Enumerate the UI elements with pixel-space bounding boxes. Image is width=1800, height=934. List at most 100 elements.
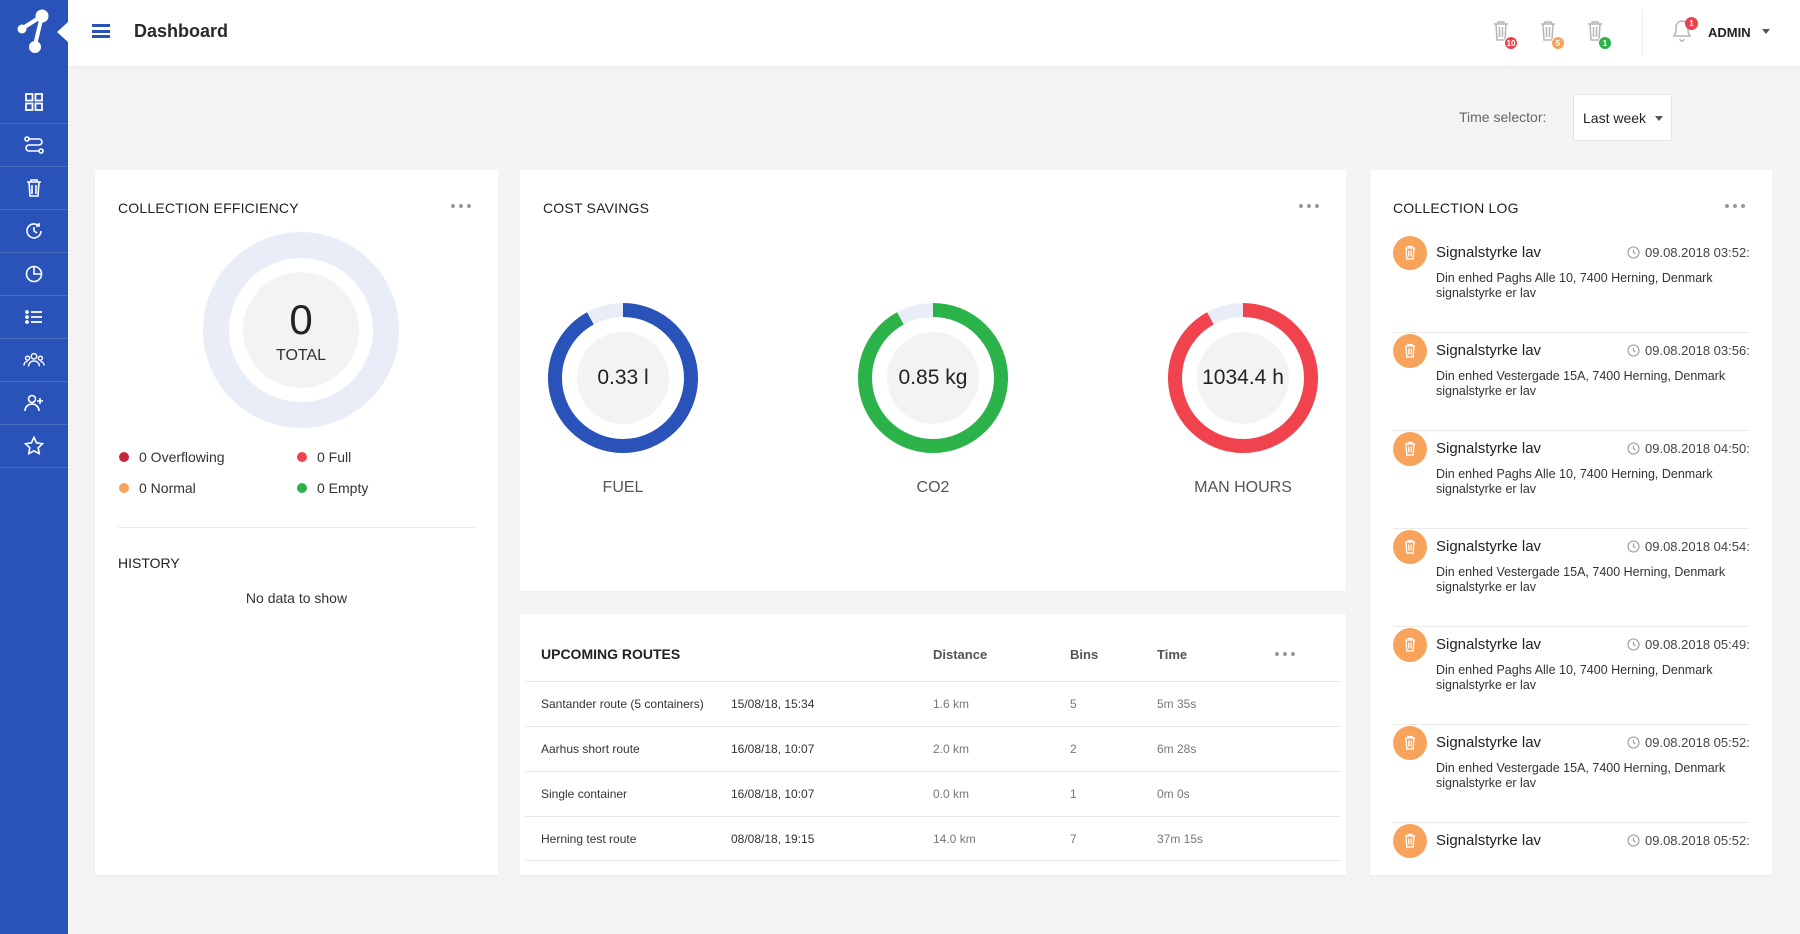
- log-item-time: 09.08.2018 03:56:: [1627, 343, 1749, 358]
- sidebar-item-dashboard[interactable]: [0, 81, 68, 124]
- clock-icon: [1627, 344, 1640, 357]
- more-options-icon[interactable]: [1299, 201, 1319, 211]
- man-hours-value: 1034.4 h: [1202, 366, 1284, 389]
- upcoming-routes-card: UPCOMING ROUTES Distance Bins Time Santa…: [520, 614, 1346, 875]
- collection-log-card: COLLECTION LOG Signalstyrke lav 09.08.20…: [1370, 170, 1772, 875]
- co2-donut: [858, 303, 1008, 453]
- log-item-time: 09.08.2018 05:49:: [1627, 637, 1749, 652]
- star-icon: [23, 435, 45, 456]
- chevron-down-icon[interactable]: [1762, 29, 1770, 34]
- clock-icon: [1627, 834, 1640, 847]
- log-item-address: Din enhed Vestergade 15A, 7400 Herning, …: [1436, 565, 1726, 579]
- log-item-address: Din enhed Vestergade 15A, 7400 Herning, …: [1436, 369, 1726, 383]
- co2-label: CO2: [916, 479, 950, 496]
- log-item-message: signalstyrke er lav: [1436, 482, 1537, 496]
- route-name: Aarhus short route: [541, 742, 640, 756]
- full-bins-indicator[interactable]: 5: [1539, 20, 1565, 50]
- more-options-icon[interactable]: [1725, 201, 1745, 211]
- empty-bins-indicator[interactable]: 1: [1586, 20, 1612, 50]
- co2-value: 0.85 kg: [898, 366, 968, 389]
- route-name: Herning test route: [541, 832, 637, 846]
- log-item-address: Din enhed Paghs Alle 10, 7400 Herning, D…: [1436, 663, 1713, 677]
- route-date: 08/08/18, 19:15: [731, 832, 815, 846]
- time-selector-label: Time selector:: [1459, 109, 1547, 125]
- more-options-icon[interactable]: [451, 201, 471, 211]
- log-item-title: Signalstyrke lav: [1436, 538, 1542, 555]
- column-header-time[interactable]: Time: [1157, 647, 1188, 662]
- history-title: HISTORY: [118, 555, 180, 571]
- legend-label: 0 Normal: [139, 480, 196, 496]
- collection-log-list[interactable]: Signalstyrke lav 09.08.2018 03:52: Din e…: [1393, 235, 1749, 865]
- sidebar-item-groups[interactable]: [0, 339, 68, 382]
- sidebar-item-routes[interactable]: [0, 124, 68, 167]
- table-row[interactable]: Aarhus short route 16/08/18, 10:07 2.0 k…: [525, 726, 1341, 771]
- log-item-description: Din enhed Paghs Alle 10, 7400 Herning, D…: [1436, 663, 1736, 693]
- column-header-distance[interactable]: Distance: [933, 647, 988, 662]
- log-item-time: 09.08.2018 05:52:: [1627, 833, 1749, 848]
- time-selector-dropdown[interactable]: Last week: [1573, 94, 1672, 141]
- bin-count-badge: 10: [1504, 36, 1518, 50]
- app-logo[interactable]: [0, 0, 68, 64]
- user-menu[interactable]: ADMIN: [1708, 25, 1751, 40]
- list-item[interactable]: Signalstyrke lav 09.08.2018 04:54: Din e…: [1393, 529, 1749, 627]
- history-empty-message: No data to show: [245, 590, 348, 606]
- log-item-description: Din enhed Vestergade 15A, 7400 Herning, …: [1436, 369, 1736, 399]
- log-item-time: 09.08.2018 04:50:: [1627, 441, 1749, 456]
- sidebar-item-add-user[interactable]: [0, 382, 68, 425]
- sidebar-item-list[interactable]: [0, 296, 68, 339]
- fuel-label: FUEL: [602, 479, 644, 496]
- notifications-button[interactable]: 1: [1670, 17, 1698, 46]
- card-title: COST SAVINGS: [543, 200, 650, 216]
- list-item[interactable]: Signalstyrke lav 09.08.2018 05:52: Din e…: [1393, 725, 1749, 823]
- menu-toggle-icon[interactable]: [92, 24, 110, 38]
- overflowing-bins-indicator[interactable]: 10: [1492, 20, 1518, 50]
- table-row[interactable]: Santander route (5 containers) 15/08/18,…: [525, 681, 1341, 726]
- list-item[interactable]: Signalstyrke lav 09.08.2018 04:50: Din e…: [1393, 431, 1749, 529]
- legend-empty: 0 Empty: [297, 480, 368, 496]
- log-item-title: Signalstyrke lav: [1436, 342, 1542, 359]
- log-item-message: signalstyrke er lav: [1436, 580, 1537, 594]
- log-item-message: signalstyrke er lav: [1436, 286, 1537, 300]
- sidebar-item-statistics[interactable]: [0, 253, 68, 296]
- page-title: Dashboard: [134, 21, 229, 41]
- table-row[interactable]: Herning test route 08/08/18, 19:15 14.0 …: [525, 816, 1341, 861]
- legend-overflowing: 0 Overflowing: [119, 449, 225, 465]
- log-item-title: Signalstyrke lav: [1436, 440, 1542, 457]
- column-header-bins[interactable]: Bins: [1070, 647, 1099, 662]
- logo-icon: [17, 9, 49, 53]
- top-header: Dashboard 10 5 1 1 ADMIN: [68, 0, 1800, 66]
- list-item[interactable]: Signalstyrke lav 09.08.2018 05:49: Din e…: [1393, 627, 1749, 725]
- table-row[interactable]: Single container 16/08/18, 10:07 0.0 km …: [525, 771, 1341, 816]
- log-item-description: Din enhed Paghs Alle 10, 7400 Herning, D…: [1436, 467, 1736, 497]
- list-item[interactable]: Signalstyrke lav 09.08.2018 05:52:: [1393, 823, 1749, 865]
- notification-count-badge: 1: [1685, 17, 1698, 30]
- list-item[interactable]: Signalstyrke lav 09.08.2018 03:52: Din e…: [1393, 235, 1749, 333]
- log-item-address: Din enhed Vestergade 15A, 7400 Herning, …: [1436, 761, 1726, 775]
- bin-icon: [1393, 432, 1427, 466]
- legend-dot: [297, 483, 307, 493]
- grid-icon: [25, 93, 43, 111]
- sidebar-item-favorites[interactable]: [0, 425, 68, 468]
- sidebar: [0, 0, 68, 934]
- route-date: 15/08/18, 15:34: [731, 697, 815, 711]
- log-item-timestamp: 09.08.2018 03:52:: [1645, 245, 1749, 260]
- bin-icon: [1393, 726, 1427, 760]
- bin-icon: [1393, 628, 1427, 662]
- sidebar-notch: [57, 22, 68, 42]
- log-item-timestamp: 09.08.2018 04:50:: [1645, 441, 1749, 456]
- route-bins: 2: [1070, 742, 1077, 756]
- route-distance: 14.0 km: [933, 832, 976, 846]
- divider: [118, 527, 475, 528]
- bin-icon: [27, 179, 41, 197]
- legend-full: 0 Full: [297, 449, 351, 465]
- sidebar-item-history[interactable]: [0, 210, 68, 253]
- list-item[interactable]: Signalstyrke lav 09.08.2018 03:56: Din e…: [1393, 333, 1749, 431]
- log-item-timestamp: 09.08.2018 05:52:: [1645, 833, 1749, 848]
- card-title: UPCOMING ROUTES: [541, 646, 681, 662]
- legend-label: 0 Overflowing: [139, 449, 225, 465]
- cost-savings-card: COST SAVINGS 0.33 l FUEL 0.85 kg CO2 103…: [520, 170, 1346, 591]
- more-options-icon[interactable]: [1275, 649, 1295, 659]
- sidebar-item-bins[interactable]: [0, 167, 68, 210]
- log-item-title: Signalstyrke lav: [1436, 832, 1542, 849]
- route-distance: 2.0 km: [933, 742, 970, 756]
